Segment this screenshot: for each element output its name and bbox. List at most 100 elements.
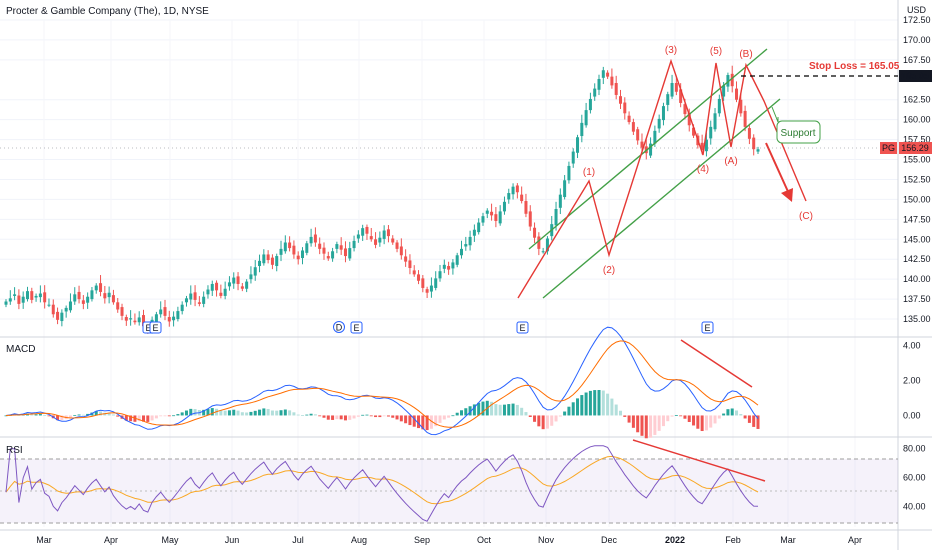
currency-label: USD <box>907 5 927 15</box>
macd-bar <box>661 415 665 427</box>
macd-bar <box>429 415 433 429</box>
macd-bar <box>709 415 713 428</box>
macd-bar <box>614 404 618 416</box>
macd-bar <box>567 406 571 416</box>
price-tick: 150.00 <box>903 194 931 204</box>
macd-bar <box>391 415 395 418</box>
macd-bar <box>417 415 421 429</box>
time-tick: Mar <box>780 535 796 545</box>
macd-bar <box>275 410 279 416</box>
macd-panel-title: MACD <box>6 344 35 355</box>
time-tick: Feb <box>725 535 741 545</box>
rsi-band <box>0 459 898 523</box>
candle-body <box>515 185 519 193</box>
time-tick: Dec <box>601 535 618 545</box>
macd-bar <box>253 410 257 416</box>
macd-bar <box>618 410 622 416</box>
macd-bar <box>159 415 163 417</box>
macd-bar <box>38 414 42 416</box>
macd-bar <box>99 411 103 416</box>
time-tick: Mar <box>36 535 52 545</box>
candle-body <box>756 149 760 152</box>
macd-bar <box>300 415 305 416</box>
macd-bar <box>369 415 373 417</box>
candle-body <box>253 267 257 276</box>
macd-bar <box>739 414 743 416</box>
dividend-marker[interactable]: D <box>333 321 345 333</box>
macd-bar <box>240 412 244 416</box>
time-tick: Sep <box>414 535 430 545</box>
price-tick: 170.00 <box>903 35 931 45</box>
rsi-divergence-line <box>632 439 766 482</box>
candle-body <box>709 126 713 139</box>
candle-body <box>361 228 365 236</box>
candle-body <box>601 70 605 78</box>
macd-bar <box>472 404 476 416</box>
macd-bar <box>219 410 223 416</box>
candle-body <box>438 271 442 279</box>
macd-bar <box>640 415 644 436</box>
candle-body <box>404 256 408 262</box>
candle-body <box>296 255 300 260</box>
candle-body <box>627 115 631 123</box>
macd-bar <box>335 415 339 420</box>
macd-bar <box>498 404 502 416</box>
candle-body <box>739 99 743 114</box>
candle-body <box>511 186 515 195</box>
symbol-title: Procter & Gamble Company (The), 1D, NYSE <box>6 6 209 17</box>
macd-bar <box>305 414 309 416</box>
macd-bar <box>142 415 146 422</box>
macd-bar <box>56 415 60 421</box>
candle-body <box>21 296 25 303</box>
candle-body <box>313 234 317 243</box>
macd-bar <box>700 415 704 432</box>
macd-bar <box>747 415 751 423</box>
event-marker[interactable]: E <box>701 321 714 334</box>
candle-body <box>292 245 296 255</box>
macd-bar <box>94 411 98 416</box>
candle-body <box>64 307 68 312</box>
candle-body <box>60 312 64 322</box>
event-marker-label: E <box>704 323 710 333</box>
price-tick: 160.00 <box>903 115 931 125</box>
macd-bar <box>262 408 266 416</box>
macd-bar <box>524 412 528 416</box>
macd-bar <box>279 410 283 416</box>
price-axis[interactable]: 135.00 137.50 140.00 142.50 145.00 147.50 150.… <box>903 15 931 324</box>
event-marker[interactable]: E <box>350 321 363 334</box>
macd-bar <box>593 390 597 416</box>
candle-body <box>610 76 614 86</box>
event-marker[interactable]: E <box>149 321 162 334</box>
time-axis[interactable]: Mar Apr May Jun Jul Aug Sep Oct Nov Dec 2022 Feb Mar… <box>36 535 862 545</box>
support-callout-box <box>776 120 821 144</box>
macd-bar <box>726 409 730 416</box>
price-tick: 155.00 <box>903 155 931 165</box>
macd-bar <box>266 408 270 416</box>
candle-body <box>395 242 399 249</box>
candle-body <box>498 211 502 224</box>
macd-bar <box>129 415 133 422</box>
macd-bar <box>588 390 592 416</box>
rsi-line <box>5 445 759 522</box>
candle-body <box>116 302 120 310</box>
macd-bar <box>361 414 365 416</box>
macd-bar <box>687 415 691 422</box>
macd-bar <box>116 415 120 417</box>
macd-bar <box>111 414 115 416</box>
macd-bar <box>283 409 287 416</box>
macd-bar <box>730 408 734 416</box>
macd-bar <box>576 398 580 416</box>
macd-bar <box>223 410 227 416</box>
candle-body <box>197 302 201 304</box>
candle-body <box>442 264 446 269</box>
candle-body <box>176 311 180 320</box>
candle-body <box>584 110 588 126</box>
candle-body <box>167 317 171 322</box>
candle-body <box>687 112 691 126</box>
candle-body <box>258 260 262 267</box>
candle-body <box>726 75 730 87</box>
candle-body <box>159 309 163 315</box>
macd-bar <box>343 415 347 421</box>
event-marker[interactable]: E <box>516 321 529 334</box>
